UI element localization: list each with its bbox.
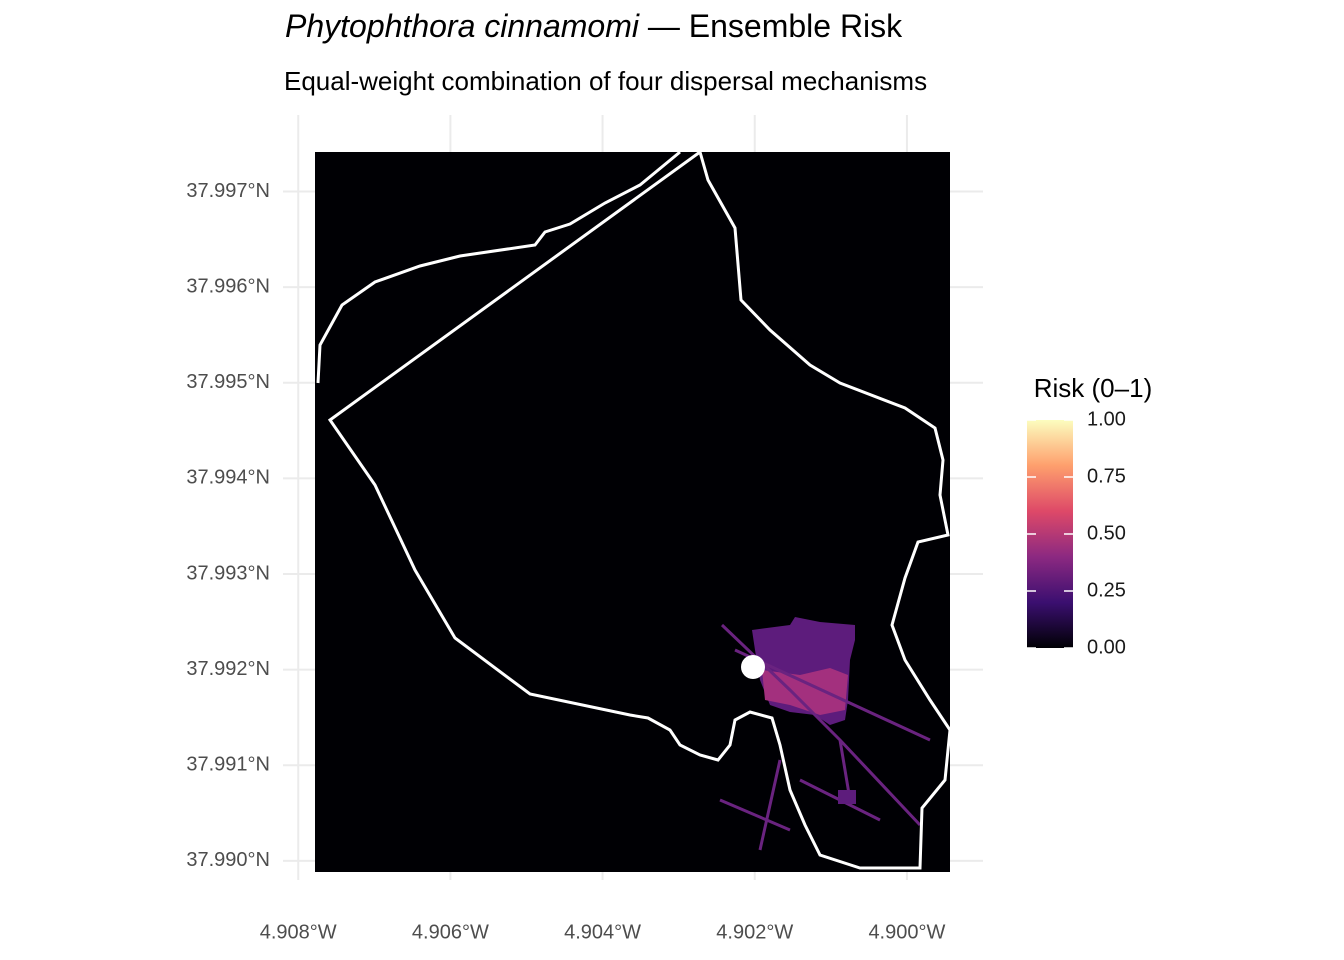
chart-subtitle: Equal-weight combination of four dispers…: [284, 66, 927, 96]
y-tick-label: 37.994°N: [186, 467, 270, 489]
origin-point: [741, 655, 765, 679]
legend-tick-label: 0.50: [1087, 522, 1126, 544]
x-tick-label: 4.902°W: [716, 921, 793, 943]
legend-tick-label: 1.00: [1087, 408, 1126, 430]
x-tick-label: 4.908°W: [260, 921, 337, 943]
legend-ticks: 0.00 0.25 0.50 0.75 1.00: [1027, 408, 1126, 658]
title-rest: — Ensemble Risk: [639, 8, 903, 44]
legend-title: Risk (0–1): [1034, 373, 1152, 403]
title-species: Phytophthora cinnamomi: [285, 8, 640, 44]
y-tick-label: 37.993°N: [186, 562, 270, 584]
y-tick-label: 37.992°N: [186, 658, 270, 680]
y-tick-label: 37.991°N: [186, 754, 270, 776]
site-boundary: [316, 149, 952, 870]
legend-tick-label: 0.00: [1087, 636, 1126, 658]
raster-background: [315, 152, 950, 872]
y-tick-label: 37.997°N: [186, 180, 270, 202]
risk-patch: [838, 790, 856, 804]
risk-patch: [762, 668, 848, 715]
x-tick-label: 4.904°W: [564, 921, 641, 943]
legend-tick-label: 0.25: [1087, 579, 1126, 601]
x-tick-label: 4.906°W: [412, 921, 489, 943]
x-tick-label: 4.900°W: [868, 921, 945, 943]
risk-lines: [719, 623, 931, 851]
y-tick-label: 37.995°N: [186, 371, 270, 393]
chart-title: Phytophthora cinnamomi — Ensemble Risk: [285, 8, 903, 44]
risk-raster: [719, 617, 931, 851]
y-tick-label: 37.990°N: [186, 849, 270, 871]
legend-tick-label: 0.75: [1087, 465, 1126, 487]
y-tick-label: 37.996°N: [186, 275, 270, 297]
